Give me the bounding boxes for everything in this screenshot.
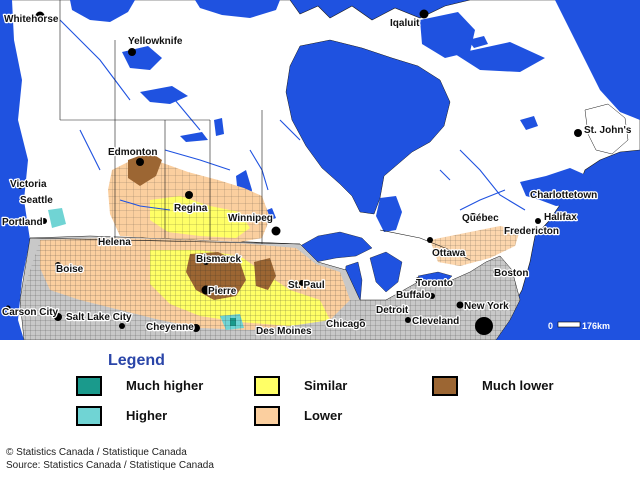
city-label-portland: Portland	[2, 217, 43, 228]
james-bay	[376, 196, 402, 232]
prairie-region-similar-pattern	[150, 196, 250, 238]
hudson-strait	[455, 42, 545, 72]
east-canada-grid	[430, 226, 520, 266]
legend-label-higher: Higher	[126, 408, 168, 423]
city-label-pierre: Pierre	[208, 286, 237, 297]
nettilling-lake	[468, 36, 488, 48]
davis-strait	[555, 0, 640, 120]
newfoundland	[584, 103, 629, 155]
credits: © Statistics Canada / Statistique Canada…	[6, 446, 214, 472]
city-label-ottawa: Ottawa	[432, 248, 466, 259]
scale-bar-start: 0	[548, 321, 553, 331]
city-label-st-johns: St. John's	[584, 125, 632, 136]
lake-huron	[369, 251, 403, 293]
city-label-salt-lake-city: Salt Lake City	[66, 312, 132, 323]
city-label-regina: Regina	[174, 203, 208, 214]
city-label-quebec: Québec	[462, 213, 499, 224]
legend-swatch-lower	[254, 406, 280, 426]
legend-label-lower: Lower	[304, 408, 343, 423]
legend-swatch-much-lower	[432, 376, 458, 396]
legend-swatch-much-higher	[76, 376, 102, 396]
city-label-cheyenne: Cheyenne	[146, 322, 194, 333]
borders	[29, 0, 471, 261]
beaufort-sea	[70, 0, 135, 22]
legend-label-much-lower: Much lower	[482, 378, 554, 393]
hudson-bay	[285, 39, 451, 215]
legend-label-much-higher: Much higher	[126, 378, 204, 393]
city-label-chicago: Chicago	[326, 319, 365, 330]
lake-athabasca	[180, 132, 208, 142]
us-county-grid	[20, 238, 520, 340]
source-text: Source: Statistics Canada / Statistique …	[6, 460, 214, 471]
city-label-yellowknife: Yellowknife	[128, 36, 183, 47]
rivers	[59, 19, 526, 211]
city-label-cleveland: Cleveland	[412, 316, 459, 327]
legend-swatch-similar	[254, 376, 280, 396]
city-labels: Whitehorse Yellowknife Iqaluit St. John'…	[1, 13, 633, 339]
city-label-iqaluit: Iqaluit	[390, 18, 420, 29]
legend-swatch-higher	[76, 406, 102, 426]
us-region-higher-west	[48, 208, 66, 228]
smallwood-reservoir	[520, 116, 538, 130]
city-label-winnipeg: Winnipeg	[228, 213, 273, 224]
city-label-carson-city: Carson City	[2, 307, 59, 318]
gulf-of-st-lawrence	[520, 168, 592, 206]
city-label-charlottetown: Charlottetown	[530, 190, 597, 201]
city-label-detroit: Detroit	[376, 305, 409, 316]
city-label-toronto: Toronto	[416, 278, 453, 289]
city-label-bismarck: Bismarck	[196, 254, 241, 265]
city-label-fredericton: Fredericton	[504, 226, 559, 237]
scale-bar: 0 176km	[548, 321, 610, 331]
lake-superior	[299, 231, 373, 263]
scale-bar-line	[557, 321, 581, 328]
city-label-whitehorse: Whitehorse	[4, 14, 59, 25]
city-label-boise: Boise	[56, 264, 84, 275]
map: Whitehorse Yellowknife Iqaluit St. John'…	[0, 0, 640, 340]
city-label-victoria: Victoria	[10, 179, 47, 190]
reindeer-lake	[214, 118, 224, 136]
great-slave-lake	[140, 86, 188, 104]
city-label-st-paul: St. Paul	[288, 280, 325, 291]
scale-bar-end: 176km	[582, 321, 610, 331]
copyright-text: © Statistics Canada / Statistique Canada	[6, 447, 187, 458]
city-label-buffalo: Buffalo	[396, 290, 430, 301]
city-label-des-moines: Des Moines	[256, 326, 312, 337]
city-label-halifax: Halifax	[544, 212, 577, 223]
city-label-seattle: Seattle	[20, 195, 53, 206]
legend-label-similar: Similar	[304, 378, 348, 393]
city-label-edmonton: Edmonton	[108, 147, 157, 158]
city-label-helena: Helena	[98, 237, 131, 248]
city-label-boston: Boston	[494, 268, 528, 279]
arctic-channel	[195, 0, 280, 18]
pacific-ocean	[0, 0, 30, 340]
legend-panel: Legend Much higher Higher Similar Lower …	[0, 340, 640, 480]
city-label-new-york: New York	[464, 301, 509, 312]
foxe-basin	[420, 12, 475, 58]
city-markers	[5, 9, 582, 335]
legend-title: Legend	[108, 352, 165, 369]
